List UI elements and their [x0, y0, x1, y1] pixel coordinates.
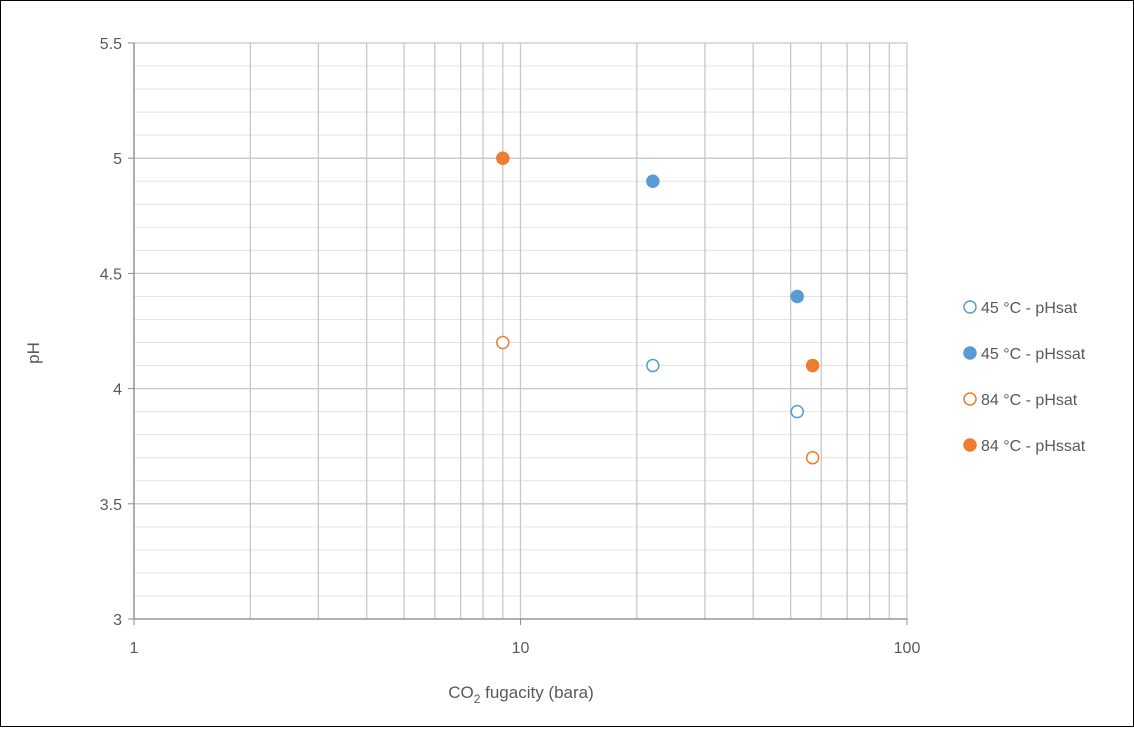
data-point-series-4: [805, 358, 820, 373]
data-point-series-1: [790, 404, 804, 419]
x-axis-title-subscript: 2: [474, 692, 481, 706]
x-axis-title-rest: fugacity (bara): [480, 683, 593, 702]
x-axis-title: CO2 fugacity (bara): [448, 683, 594, 706]
data-point-series-4: [496, 151, 510, 165]
x-tick-label: 100: [894, 640, 921, 657]
y-tick-label: 5.5: [100, 36, 122, 53]
legend-label: 84 °C - pHssat: [981, 438, 1086, 455]
tick-labels: 3 3.5 4 4.5 5 5.5 1 10 100: [100, 36, 921, 657]
data-point-series-1: [646, 358, 660, 373]
data-point-series-2: [646, 174, 660, 188]
grid-lines: [133, 42, 908, 620]
axes: [128, 42, 908, 625]
legend-label: 84 °C - pHsat: [981, 392, 1078, 409]
y-axis-title: pH: [24, 342, 43, 364]
x-axis-title-main: CO: [448, 683, 474, 702]
y-tick-label: 4.5: [100, 266, 122, 283]
data-point-series-3: [805, 450, 820, 465]
data-point-series-3: [496, 335, 510, 350]
y-tick-label: 5: [113, 151, 122, 168]
x-tick-label: 10: [512, 640, 530, 657]
legend-entry: 84 °C - pHsat: [963, 392, 1078, 409]
legend-marker: [963, 346, 977, 360]
legend-entry: 45 °C - pHssat: [963, 346, 1086, 363]
legend-marker: [963, 300, 977, 314]
legend-marker: [963, 438, 977, 452]
x-tick-label: 1: [130, 640, 139, 657]
legend-entry: 45 °C - pHsat: [963, 300, 1078, 317]
y-tick-label: 3.5: [100, 497, 122, 514]
y-tick-label: 4: [113, 382, 122, 399]
data-point-series-2: [790, 289, 804, 304]
legend-label: 45 °C - pHsat: [981, 300, 1078, 317]
legend-marker: [963, 392, 977, 406]
legend: 45 °C - pHsat 45 °C - pHssat 84 °C - pHsat…: [963, 300, 1086, 455]
data-points: [496, 151, 820, 465]
y-tick-label: 3: [113, 612, 122, 629]
legend-label: 45 °C - pHssat: [981, 346, 1086, 363]
legend-entry: 84 °C - pHssat: [963, 438, 1086, 455]
